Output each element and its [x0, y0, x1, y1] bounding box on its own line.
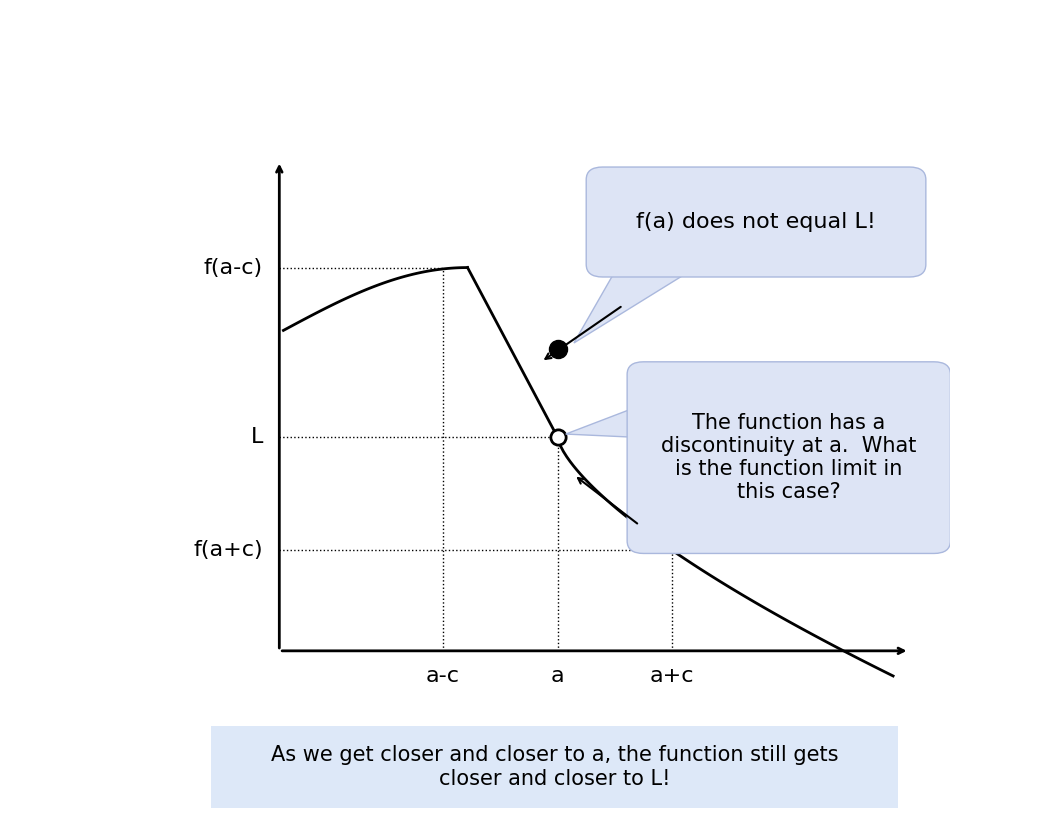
Text: L: L [250, 428, 263, 447]
Polygon shape [574, 264, 701, 343]
FancyBboxPatch shape [191, 724, 919, 810]
Text: f(a+c): f(a+c) [193, 540, 263, 561]
Text: f(a-c): f(a-c) [204, 258, 263, 277]
Text: a-c: a-c [426, 666, 460, 686]
Text: The function has a
discontinuity at a.  What
is the function limit in
this case?: The function has a discontinuity at a. W… [661, 413, 917, 503]
Polygon shape [566, 405, 643, 437]
Text: f(a) does not equal L!: f(a) does not equal L! [636, 212, 876, 232]
Text: a: a [551, 666, 564, 686]
FancyBboxPatch shape [627, 361, 950, 553]
Text: As we get closer and closer to a, the function still gets
closer and closer to L: As we get closer and closer to a, the fu… [270, 746, 838, 788]
FancyBboxPatch shape [586, 167, 926, 277]
Text: a+c: a+c [649, 666, 695, 686]
